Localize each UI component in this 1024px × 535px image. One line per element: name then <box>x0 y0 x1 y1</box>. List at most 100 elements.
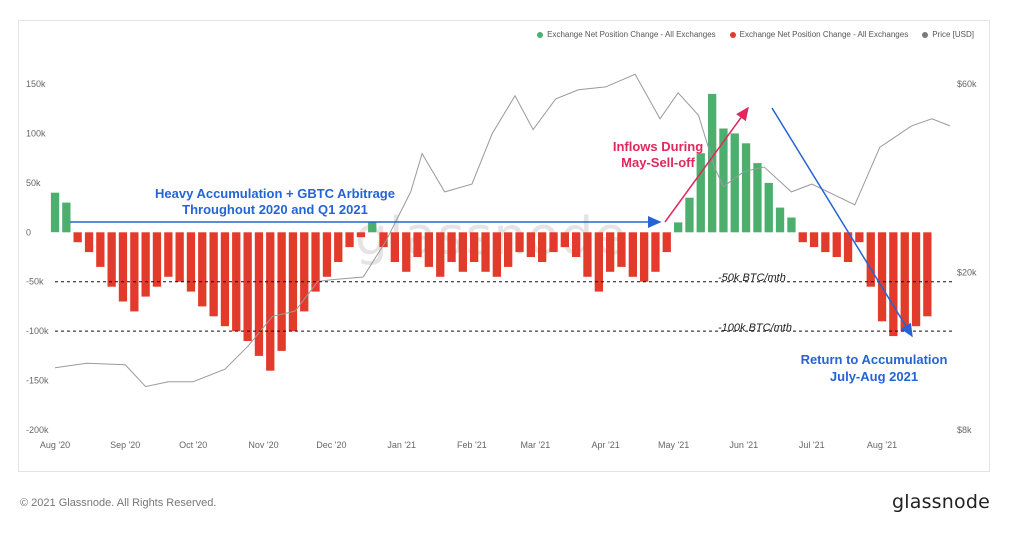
bar <box>152 232 162 287</box>
x-tick-label: Aug '20 <box>40 440 70 450</box>
inflows-annotation-line2: May-Sell-off <box>621 155 695 170</box>
bar <box>572 232 581 257</box>
bar <box>186 232 196 292</box>
bar <box>118 232 128 302</box>
bar <box>900 232 909 332</box>
bar <box>730 133 739 233</box>
bar <box>560 232 569 248</box>
y-right-tick-label: $60k <box>957 79 977 89</box>
bar <box>402 232 411 272</box>
bar <box>923 232 932 317</box>
bar <box>866 232 875 287</box>
bar <box>73 232 82 243</box>
bar <box>821 232 830 253</box>
bar <box>447 232 456 262</box>
y-left-tick-label: -200k <box>26 425 49 435</box>
bar <box>458 232 467 272</box>
legend-label: Exchange Net Position Change - All Excha… <box>739 30 909 39</box>
bar <box>741 143 751 233</box>
accumulation-annotation-line2: Throughout 2020 and Q1 2021 <box>182 202 368 217</box>
return-annotation-line2: July-Aug 2021 <box>830 369 918 384</box>
bar <box>843 232 853 262</box>
bar <box>526 232 535 257</box>
bar <box>164 232 173 277</box>
bar <box>685 197 694 233</box>
y-left-tick-label: -50k <box>26 277 44 287</box>
bar <box>764 182 773 233</box>
y-left-tick-label: 100k <box>26 128 46 138</box>
x-tick-label: Jun '21 <box>729 440 758 450</box>
bar <box>775 207 785 233</box>
inflows-annotation-line1: Inflows During <box>613 139 703 154</box>
legend-label: Exchange Net Position Change - All Excha… <box>547 30 716 39</box>
x-tick-label: Dec '20 <box>316 440 346 450</box>
bar <box>832 232 841 257</box>
bar <box>719 128 728 233</box>
bar <box>390 232 399 262</box>
legend-item-inflow[interactable]: Exchange Net Position Change - All Excha… <box>537 30 716 39</box>
price-layer <box>54 73 951 388</box>
bar <box>470 232 479 262</box>
x-tick-label: Nov '20 <box>248 440 278 450</box>
bar <box>368 222 377 233</box>
bar <box>787 217 796 233</box>
price-line <box>54 73 951 388</box>
bar <box>141 232 150 297</box>
watermark: glassnode <box>355 207 628 267</box>
y-left-tick-label: 150k <box>26 79 46 89</box>
bar <box>515 232 524 253</box>
bar <box>50 192 60 233</box>
bar <box>662 232 671 253</box>
x-tick-label: Sep '20 <box>110 440 140 450</box>
bar <box>243 232 252 341</box>
legend-label: Price [USD] <box>932 30 974 39</box>
bar <box>696 153 705 233</box>
bar <box>220 232 230 327</box>
bar <box>62 202 71 233</box>
bar <box>175 232 184 282</box>
bar <box>538 232 547 262</box>
bar <box>300 232 309 312</box>
bar <box>549 232 558 253</box>
axis-layer: 150k 100k 50k 0 -50k -100k -150k -200k $60k $20k $… <box>26 79 977 450</box>
bar <box>606 232 615 272</box>
x-tick-label: Jul '21 <box>799 440 825 450</box>
x-tick-label: Apr '21 <box>591 440 619 450</box>
y-left-tick-label: -100k <box>26 326 49 336</box>
return-arrow <box>771 107 913 338</box>
bar <box>288 232 298 332</box>
legend-dot-green <box>537 31 544 38</box>
bar <box>855 232 864 243</box>
legend-item-outflow[interactable]: Exchange Net Position Change - All Excha… <box>729 30 909 39</box>
ref-100k-label: -100k BTC/mth <box>718 322 792 334</box>
bar <box>628 232 637 277</box>
bar <box>379 232 388 248</box>
ref-50k-label: -50k BTC/mth <box>718 272 786 284</box>
bar <box>594 232 603 292</box>
bar <box>798 232 807 243</box>
bar <box>911 232 921 327</box>
y-left-tick-label: 0 <box>26 227 31 237</box>
accumulation-annotation-line1: Heavy Accumulation + GBTC Arbitrage <box>155 186 395 201</box>
bar <box>708 93 717 233</box>
footer-brand-logo[interactable]: glassnode <box>892 491 990 513</box>
bar <box>583 232 592 277</box>
y-right-tick-label: $20k <box>957 268 977 278</box>
x-tick-label: Oct '20 <box>179 440 207 450</box>
bar <box>209 232 218 317</box>
x-tick-label: Aug '21 <box>867 440 897 450</box>
y-left-tick-label: 50k <box>26 178 41 188</box>
inflows-arrow <box>664 106 749 223</box>
x-tick-label: Mar '21 <box>521 440 551 450</box>
bar <box>334 232 343 262</box>
bar <box>413 232 422 257</box>
bar <box>322 232 332 277</box>
bar <box>96 232 105 267</box>
bar <box>345 232 354 248</box>
bar <box>651 232 660 272</box>
bar <box>84 232 94 253</box>
bar <box>753 163 762 233</box>
bar <box>481 232 490 272</box>
legend-item-price[interactable]: Price [USD] <box>922 30 974 39</box>
